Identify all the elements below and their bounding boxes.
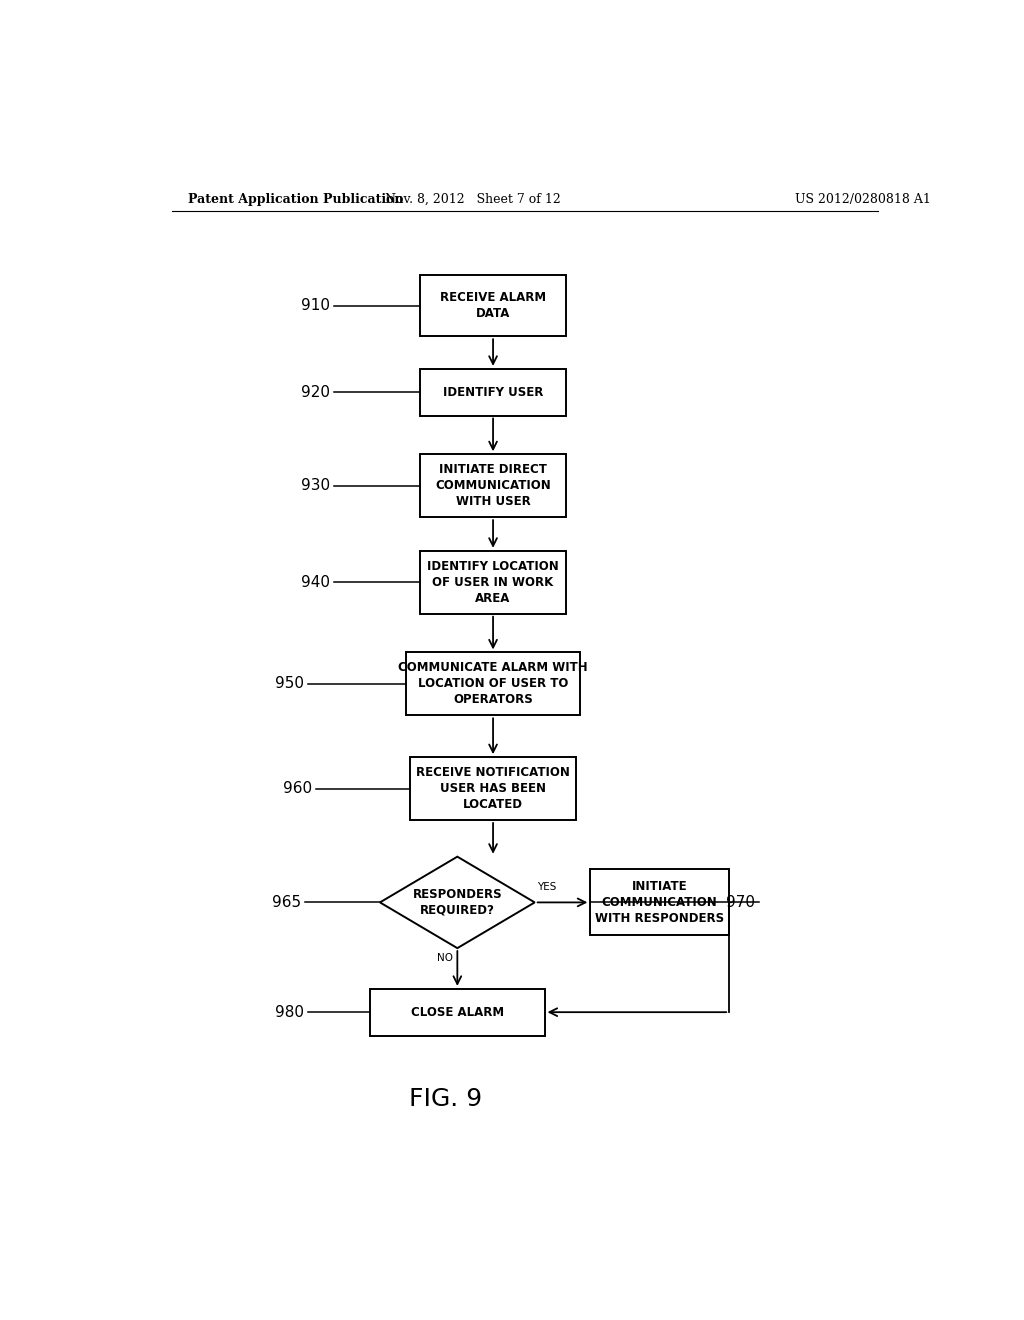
Text: INITIATE DIRECT
COMMUNICATION
WITH USER: INITIATE DIRECT COMMUNICATION WITH USER	[435, 463, 551, 508]
Text: Patent Application Publication: Patent Application Publication	[187, 193, 403, 206]
Text: 920: 920	[301, 384, 331, 400]
Text: RESPONDERS
REQUIRED?: RESPONDERS REQUIRED?	[413, 888, 502, 917]
Text: CLOSE ALARM: CLOSE ALARM	[411, 1006, 504, 1019]
Bar	[420, 550, 566, 614]
Bar	[420, 276, 566, 337]
Text: YES: YES	[538, 882, 557, 892]
Text: Nov. 8, 2012   Sheet 7 of 12: Nov. 8, 2012 Sheet 7 of 12	[385, 193, 561, 206]
Text: 980: 980	[275, 1005, 304, 1019]
Text: FIG. 9: FIG. 9	[409, 1086, 482, 1110]
Text: 960: 960	[283, 781, 312, 796]
Text: US 2012/0280818 A1: US 2012/0280818 A1	[795, 193, 931, 206]
Text: 940: 940	[301, 574, 331, 590]
Polygon shape	[380, 857, 535, 948]
Text: COMMUNICATE ALARM WITH
LOCATION OF USER TO
OPERATORS: COMMUNICATE ALARM WITH LOCATION OF USER …	[398, 661, 588, 706]
Text: NO: NO	[437, 953, 454, 964]
Text: 950: 950	[275, 676, 304, 692]
Bar	[410, 758, 577, 820]
Text: RECEIVE NOTIFICATION
USER HAS BEEN
LOCATED: RECEIVE NOTIFICATION USER HAS BEEN LOCAT…	[416, 766, 570, 810]
Text: INITIATE
COMMUNICATION
WITH RESPONDERS: INITIATE COMMUNICATION WITH RESPONDERS	[595, 880, 724, 925]
Bar	[590, 870, 729, 936]
Text: 970: 970	[726, 895, 755, 909]
Bar	[370, 989, 545, 1036]
Bar	[406, 652, 581, 715]
Bar	[420, 454, 566, 517]
Text: 965: 965	[272, 895, 301, 909]
Text: 910: 910	[301, 298, 331, 313]
Text: IDENTIFY USER: IDENTIFY USER	[442, 385, 544, 399]
Text: RECEIVE ALARM
DATA: RECEIVE ALARM DATA	[440, 292, 546, 321]
Text: 930: 930	[301, 478, 331, 494]
Text: IDENTIFY LOCATION
OF USER IN WORK
AREA: IDENTIFY LOCATION OF USER IN WORK AREA	[427, 560, 559, 605]
Bar	[420, 368, 566, 416]
